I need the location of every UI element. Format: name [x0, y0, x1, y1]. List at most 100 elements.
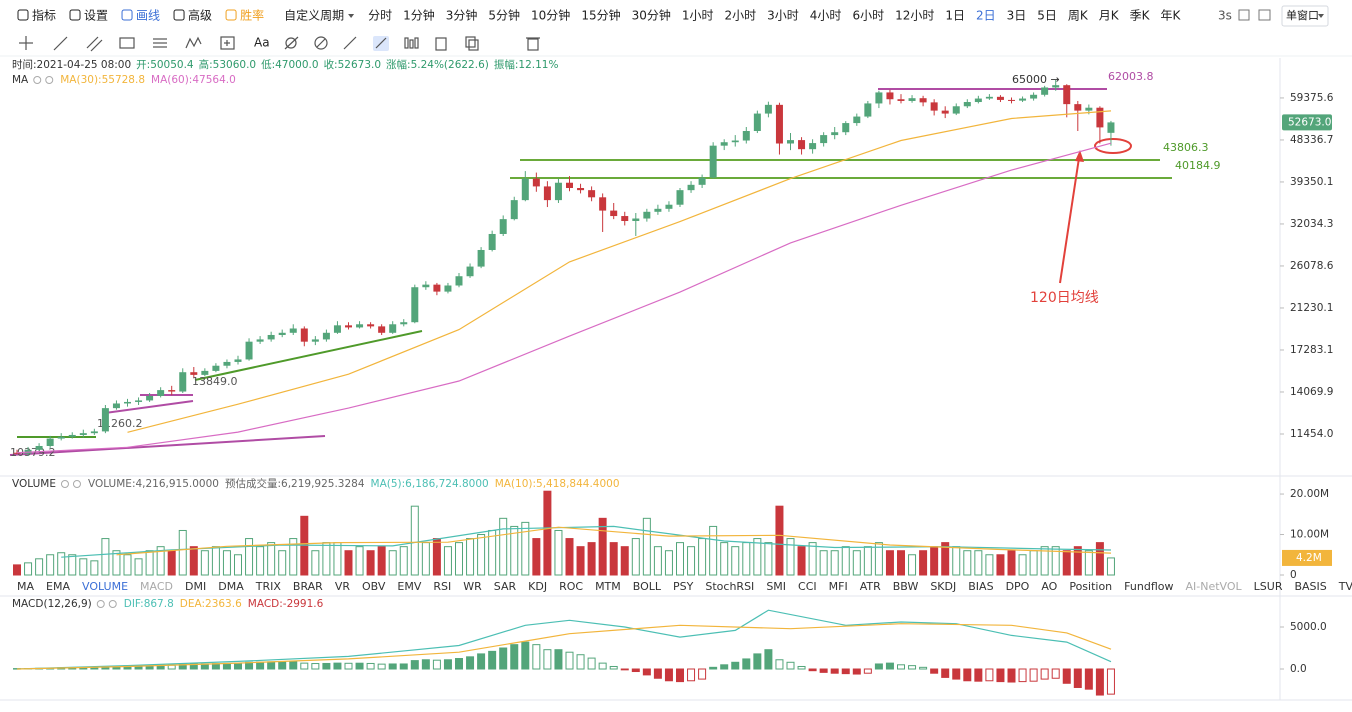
- indicator-tab[interactable]: BOLL: [633, 580, 662, 593]
- indicator-tab[interactable]: DMI: [185, 580, 206, 593]
- period-button[interactable]: 5日: [1037, 9, 1057, 23]
- tool-wave[interactable]: [185, 36, 202, 49]
- ohlc-info: 振幅:12.11%: [494, 58, 559, 71]
- candle-body: [168, 390, 176, 392]
- period-button[interactable]: 季K: [1130, 9, 1151, 23]
- indicator-tab[interactable]: BRAR: [293, 580, 323, 593]
- toolbar-button[interactable]: 胜率: [240, 8, 264, 23]
- refresh-interval[interactable]: 3s: [1218, 9, 1232, 23]
- tool-line[interactable]: [53, 36, 68, 51]
- macd-bar: [830, 668, 839, 674]
- tool-clip[interactable]: [435, 37, 447, 51]
- toolbar-button[interactable]: 指标: [32, 8, 56, 23]
- indicator-tab[interactable]: Position: [1069, 580, 1112, 593]
- toolbar-icon: [69, 9, 81, 21]
- tool-brush[interactable]: [284, 36, 299, 50]
- tool-crosshair[interactable]: [19, 36, 33, 50]
- toolbar-button[interactable]: 设置: [84, 9, 108, 23]
- period-button[interactable]: 2日: [976, 9, 996, 23]
- indicator-tab[interactable]: MACD: [140, 580, 173, 593]
- indicator-tab[interactable]: AI-NetVOL: [1185, 580, 1242, 593]
- tool-magnet[interactable]: [314, 36, 328, 50]
- indicator-tab[interactable]: EMV: [397, 580, 421, 593]
- period-button[interactable]: 月K: [1099, 9, 1120, 23]
- indicator-tab[interactable]: CCI: [798, 580, 817, 593]
- indicator-tab[interactable]: SKDJ: [930, 580, 956, 593]
- period-button[interactable]: 周K: [1068, 9, 1089, 23]
- period-button[interactable]: 15分钟: [581, 8, 620, 23]
- indicator-tab[interactable]: VR: [335, 580, 351, 593]
- indicator-tab[interactable]: StochRSI: [705, 580, 754, 593]
- indicator-tab[interactable]: LSUR: [1254, 580, 1283, 593]
- period-button[interactable]: 3小时: [767, 9, 799, 23]
- indicator-tab[interactable]: TRIX: [255, 580, 282, 593]
- legend-icon[interactable]: [72, 480, 81, 488]
- period-button[interactable]: 分时: [368, 9, 392, 23]
- indicator-tab[interactable]: TVolume: [1338, 580, 1352, 593]
- toolbar-button[interactable]: 画线: [136, 9, 160, 23]
- indicator-tab[interactable]: SAR: [494, 580, 517, 593]
- tool-rect[interactable]: [119, 37, 135, 49]
- period-button[interactable]: 1分钟: [403, 8, 435, 23]
- period-button[interactable]: 3日: [1007, 9, 1027, 23]
- indicator-tab[interactable]: PSY: [673, 580, 694, 593]
- tool-bars[interactable]: [404, 37, 419, 49]
- period-button[interactable]: 10分钟: [531, 8, 570, 23]
- indicator-tab[interactable]: SMI: [766, 580, 786, 593]
- y-tick-label: 0: [1290, 569, 1297, 581]
- legend-icon[interactable]: [96, 600, 105, 608]
- tool-parallel[interactable]: [86, 36, 103, 52]
- indicator-tab[interactable]: OBV: [362, 580, 386, 593]
- macd-bar: [996, 668, 1005, 683]
- period-button[interactable]: 5分钟: [488, 8, 520, 23]
- indicator-tab[interactable]: BBW: [893, 580, 919, 593]
- tool-text[interactable]: Aa: [254, 36, 270, 50]
- indicator-tab[interactable]: AO: [1041, 580, 1057, 593]
- period-button[interactable]: 2小时: [725, 9, 757, 23]
- legend-item: MACD:-2991.6: [248, 598, 324, 610]
- candle-body: [621, 216, 629, 222]
- period-button[interactable]: 12小时: [895, 9, 934, 23]
- indicator-tab[interactable]: ATR: [860, 580, 881, 593]
- toolbar-button[interactable]: 高级: [188, 8, 212, 23]
- indicator-tab[interactable]: ROC: [559, 580, 583, 593]
- tool-delete[interactable]: [526, 37, 540, 51]
- legend-icon[interactable]: [60, 480, 69, 488]
- period-button[interactable]: 30分钟: [632, 8, 671, 23]
- indicator-tab[interactable]: DPO: [1006, 580, 1030, 593]
- tool-lock[interactable]: [373, 36, 389, 51]
- custom-period[interactable]: 自定义周期: [284, 8, 344, 23]
- indicator-tab[interactable]: DMA: [218, 580, 244, 593]
- legend-item: MA(60):47564.0: [151, 74, 236, 86]
- indicator-tab[interactable]: RSI: [433, 580, 451, 593]
- tool-copy[interactable]: [465, 36, 479, 51]
- indicator-tab[interactable]: MFI: [829, 580, 848, 593]
- window-select[interactable]: [1281, 5, 1329, 27]
- indicator-tab[interactable]: Fundflow: [1124, 580, 1173, 593]
- volume-bar: [377, 546, 386, 576]
- legend-icon[interactable]: [45, 76, 54, 84]
- tool-measure[interactable]: [220, 36, 235, 50]
- period-button[interactable]: 4小时: [810, 9, 842, 23]
- indicator-tab[interactable]: BIAS: [968, 580, 993, 593]
- period-button[interactable]: 年K: [1161, 9, 1182, 23]
- period-button[interactable]: 1日: [945, 9, 965, 23]
- legend-icon[interactable]: [33, 76, 42, 84]
- indicator-tab[interactable]: EMA: [46, 580, 70, 593]
- legend-icon[interactable]: [108, 600, 117, 608]
- period-button[interactable]: 3分钟: [446, 8, 478, 23]
- tool-pen[interactable]: [343, 36, 357, 50]
- indicator-tab[interactable]: MTM: [595, 580, 621, 593]
- period-button[interactable]: 1小时: [682, 9, 714, 23]
- indicator-tab[interactable]: WR: [463, 580, 482, 593]
- indicator-tab[interactable]: MA: [17, 580, 34, 593]
- tool-hlines[interactable]: [153, 38, 167, 48]
- y-tick-label: 26078.6: [1290, 260, 1334, 272]
- period-button[interactable]: 6小时: [852, 9, 884, 23]
- indicator-tab[interactable]: KDJ: [528, 580, 547, 593]
- candle-body: [510, 200, 518, 220]
- indicator-tab[interactable]: VOLUME: [82, 580, 128, 593]
- fullscreen-icon[interactable]: [1238, 9, 1250, 21]
- indicator-tab[interactable]: BASIS: [1294, 580, 1326, 593]
- window-icon[interactable]: [1258, 9, 1271, 21]
